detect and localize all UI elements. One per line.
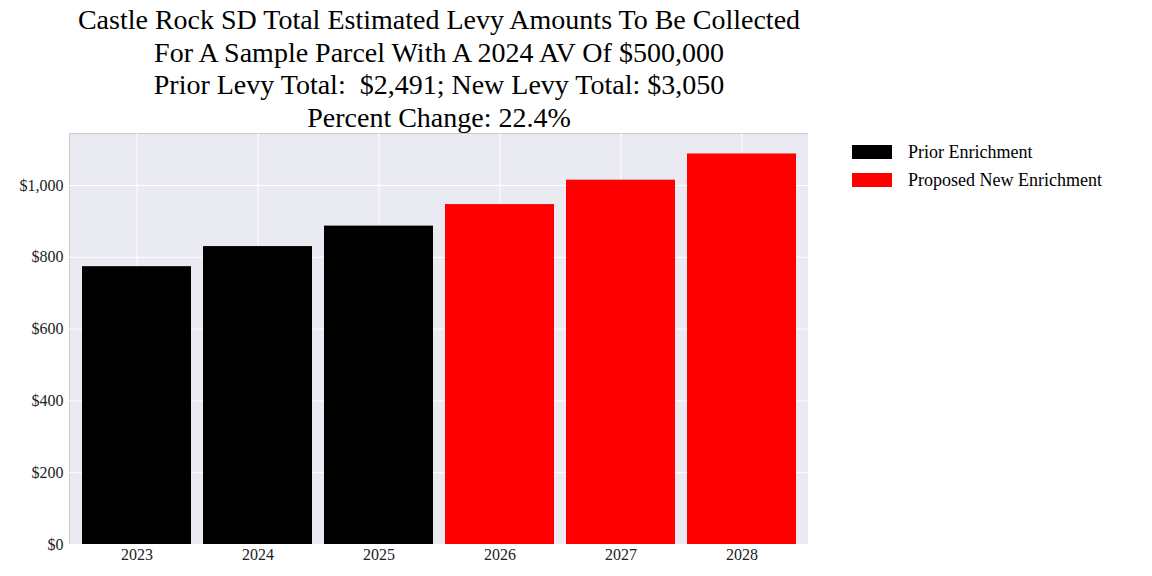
svg-text:$400: $400 — [32, 392, 64, 409]
html-text:For A Sample Parcel With A 202: For A Sample Parcel With A 2024 AV Of $5… — [154, 36, 724, 68]
html-text:Proposed New Enrichment: Proposed New Enrichment — [908, 169, 1102, 190]
html-text:Castle Rock SD Total Estimated: Castle Rock SD Total Estimated Levy Amou… — [77, 4, 801, 35]
svg-text:2024: 2024 — [242, 546, 274, 563]
html-text:Prior Enrichment: Prior Enrichment — [908, 141, 1033, 162]
svg-text:2028: 2028 — [726, 546, 758, 563]
svg-text:$0: $0 — [48, 536, 64, 553]
svg-text:2026: 2026 — [484, 546, 516, 563]
svg-text:$1,000: $1,000 — [20, 177, 64, 194]
svg-text:2025: 2025 — [363, 546, 395, 563]
svg-text:$200: $200 — [32, 464, 64, 481]
html-text:Prior Levy Total: $2,491; New: Prior Levy Total: $2,491; New Levy Total… — [153, 69, 725, 100]
html-text:Percent Change: 22.4%: Percent Change: 22.4% — [307, 101, 571, 133]
svg-text:2027: 2027 — [605, 546, 637, 563]
svg-text:$600: $600 — [32, 320, 64, 337]
svg-text:2023: 2023 — [121, 546, 153, 563]
svg-text:$800: $800 — [32, 248, 64, 265]
